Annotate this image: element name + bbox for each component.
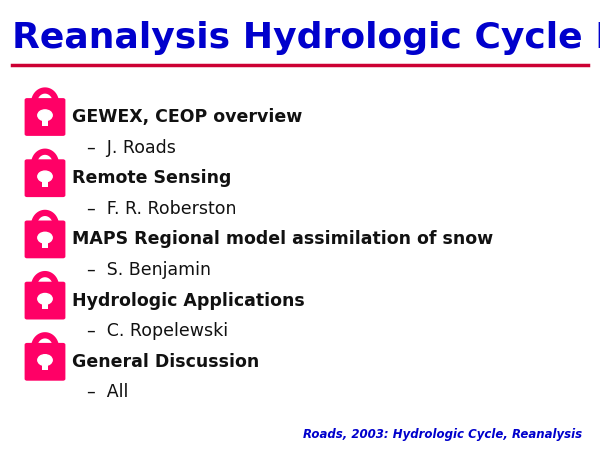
FancyBboxPatch shape <box>25 282 65 320</box>
Circle shape <box>38 232 52 243</box>
Text: GEWEX, CEOP overview: GEWEX, CEOP overview <box>72 108 302 126</box>
FancyBboxPatch shape <box>42 238 48 248</box>
Circle shape <box>38 110 52 121</box>
FancyBboxPatch shape <box>25 220 65 258</box>
Text: Roads, 2003: Hydrologic Cycle, Reanalysis: Roads, 2003: Hydrologic Cycle, Reanalysi… <box>303 428 582 441</box>
Text: Remote Sensing: Remote Sensing <box>72 169 232 187</box>
FancyBboxPatch shape <box>42 300 48 309</box>
Text: –  S. Benjamin: – S. Benjamin <box>87 261 211 279</box>
FancyBboxPatch shape <box>42 361 48 370</box>
Text: –  J. Roads: – J. Roads <box>87 139 176 157</box>
FancyBboxPatch shape <box>25 159 65 197</box>
Text: Reanalysis Hydrologic Cycle Panel: Reanalysis Hydrologic Cycle Panel <box>12 21 600 55</box>
Text: –  C. Ropelewski: – C. Ropelewski <box>87 322 228 340</box>
Text: Hydrologic Applications: Hydrologic Applications <box>72 292 305 310</box>
FancyBboxPatch shape <box>42 177 48 187</box>
FancyBboxPatch shape <box>25 98 65 136</box>
Text: General Discussion: General Discussion <box>72 353 259 371</box>
Text: –  F. R. Roberston: – F. R. Roberston <box>87 200 236 218</box>
Text: MAPS Regional model assimilation of snow: MAPS Regional model assimilation of snow <box>72 230 493 248</box>
Circle shape <box>38 171 52 182</box>
Circle shape <box>38 355 52 365</box>
FancyBboxPatch shape <box>42 116 48 126</box>
FancyBboxPatch shape <box>25 343 65 381</box>
Circle shape <box>38 293 52 304</box>
Text: –  All: – All <box>87 383 128 401</box>
